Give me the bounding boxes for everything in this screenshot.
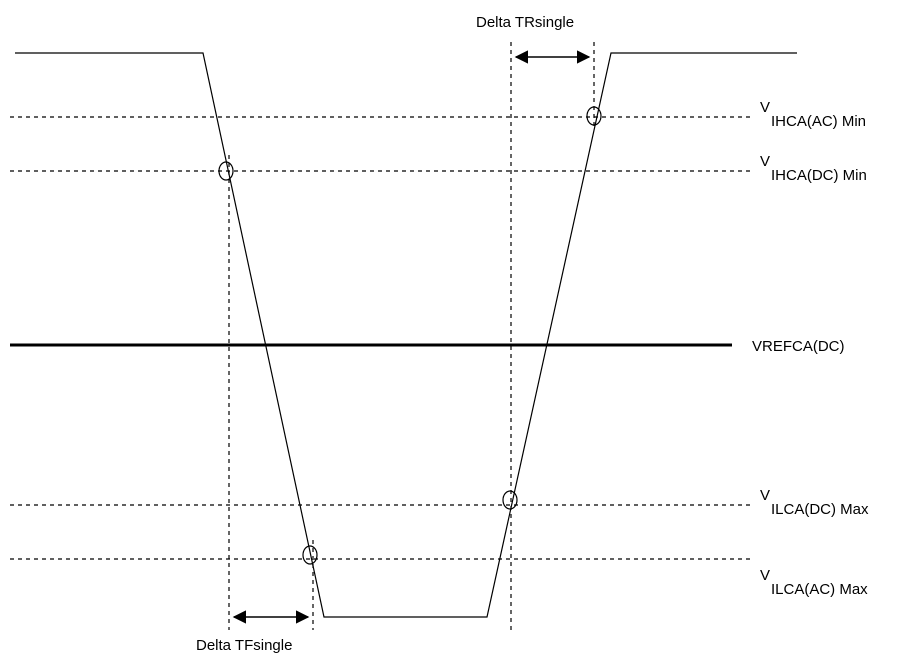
vilca-ac-max-label: V [760, 567, 770, 584]
vihca-dc-min-label: V [760, 153, 770, 170]
vref-label: VREFCA(DC) [752, 338, 845, 355]
vihca-ac-min-v: V [760, 99, 770, 116]
vilca-ac-max-v: V [760, 567, 770, 584]
vilca-dc-max-label: V [760, 487, 770, 504]
crossing-ring-vilca-ac-falling [302, 545, 318, 565]
vilca-dc-max-v: V [760, 487, 770, 504]
vihca-ac-min-label: V [760, 99, 770, 116]
crossing-ring-vilca-dc-rising [502, 490, 518, 510]
crossing-ring-vihca-dc-falling [218, 161, 234, 181]
delta-tr-label: Delta TRsingle [476, 14, 574, 31]
vihca-dc-min-sub: IHCA(DC) Min [771, 167, 867, 184]
signal-waveform [15, 52, 797, 618]
vilca-dc-max-sub: ILCA(DC) Max [771, 501, 869, 518]
vihca-dc-min-v: V [760, 153, 770, 170]
vilca-ac-max-sub: ILCA(AC) Max [771, 581, 868, 598]
crossing-ring-vihca-ac-rising [586, 106, 602, 126]
delta-tf-label: Delta TFsingle [196, 637, 292, 654]
vihca-ac-min-sub: IHCA(AC) Min [771, 113, 866, 130]
